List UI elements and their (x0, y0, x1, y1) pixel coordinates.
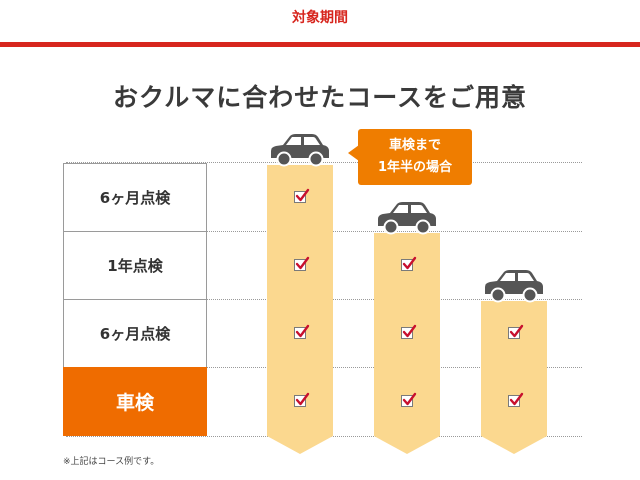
checkbox-checked-icon (294, 188, 310, 203)
checkbox-checked-icon (294, 324, 310, 339)
checkbox-checked-icon (508, 392, 524, 407)
row-label-6month-inspection-bottom: 6ヶ月点検 (63, 299, 207, 368)
car-icon (482, 267, 546, 303)
grid-line (66, 162, 582, 163)
checkbox-checked-icon (401, 256, 417, 271)
checkbox-checked-icon (294, 392, 310, 407)
headline: おクルマに合わせたコースをご用意 (112, 83, 527, 112)
footnote: ※上記はコース例です。 (63, 457, 160, 467)
callout-line-1: 車検まで (388, 138, 441, 153)
course-bar (267, 165, 333, 454)
row-label-6month-inspection-top: 6ヶ月点検 (63, 163, 207, 232)
car-icon (375, 199, 439, 235)
checkbox-checked-icon (401, 324, 417, 339)
checkbox-checked-icon (508, 324, 524, 339)
callout-bubble: 車検まで 1年半の場合 (348, 129, 472, 185)
course-bar (481, 301, 547, 454)
car-icon (268, 131, 332, 167)
checkbox-checked-icon (401, 392, 417, 407)
checkbox-checked-icon (294, 256, 310, 271)
header-divider (0, 42, 640, 47)
header-title: 対象期間 (292, 10, 348, 26)
callout-line-2: 1年半の場合 (377, 160, 453, 175)
row-label-1year-inspection: 1年点検 (63, 231, 207, 300)
row-label-shaken: 車検 (63, 367, 207, 436)
